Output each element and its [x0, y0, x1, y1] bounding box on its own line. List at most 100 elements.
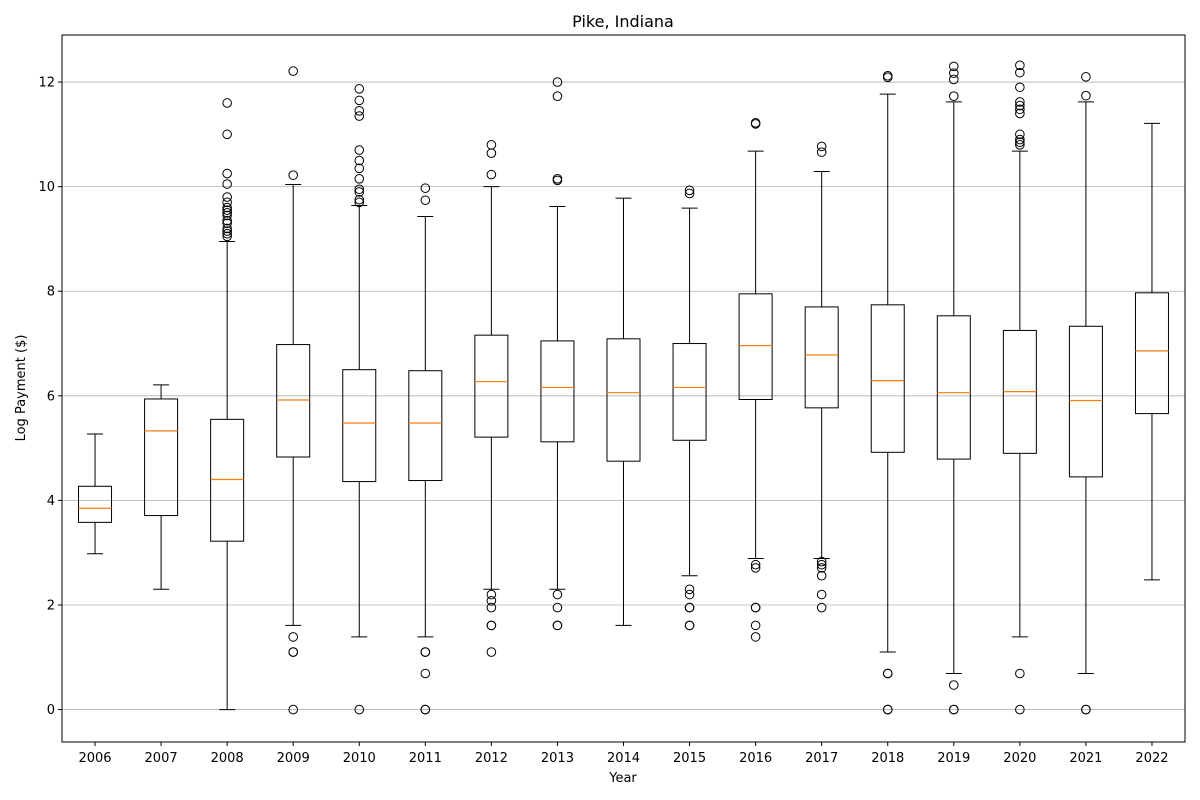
iqr-box	[210, 418, 245, 542]
y-axis-ticks: 0 2 4 6 8 10 12	[38, 76, 62, 718]
x-tick-label: 2009	[277, 751, 310, 766]
outlier-point	[486, 596, 497, 606]
outlier-point	[222, 215, 232, 226]
box-2006	[78, 433, 113, 555]
outlier-point	[552, 91, 563, 101]
box-2013	[540, 77, 575, 631]
iqr-box	[408, 370, 443, 482]
outlier-point	[486, 148, 497, 158]
outlier-point	[1015, 97, 1025, 107]
outlier-point	[354, 163, 365, 174]
outlier-point	[222, 207, 232, 218]
box-2016	[738, 118, 773, 642]
outlier-point	[684, 589, 695, 600]
outlier-point	[420, 183, 431, 194]
chart-title: Pike, Indiana	[572, 12, 674, 31]
iqr-box	[342, 369, 377, 483]
outlier-point	[354, 145, 365, 155]
iqr-box	[474, 334, 509, 438]
x-tick-label: 2008	[211, 751, 244, 766]
box-2019	[936, 61, 971, 715]
x-tick-label: 2018	[871, 751, 904, 766]
y-tick-label: 8	[47, 285, 55, 300]
x-tick-label: 2012	[475, 751, 508, 766]
outlier-point	[684, 620, 695, 631]
box-2009	[276, 66, 311, 715]
outlier-point	[354, 187, 365, 197]
x-tick-label: 2014	[607, 751, 640, 766]
outlier-point	[354, 95, 365, 106]
outlier-point	[1081, 72, 1091, 82]
outlier-point	[354, 155, 365, 166]
outlier-point	[948, 680, 959, 690]
outlier-point	[684, 602, 695, 613]
iqr-box	[936, 315, 971, 460]
outlier-point	[222, 129, 232, 140]
outlier-point	[948, 68, 959, 78]
y-tick-label: 10	[38, 180, 55, 195]
outlier-point	[354, 197, 365, 208]
box-2007	[144, 384, 179, 590]
outlier-point	[1015, 137, 1025, 148]
x-tick-label: 2015	[673, 751, 706, 766]
outlier-point	[684, 185, 695, 196]
outlier-point	[288, 170, 299, 180]
outlier-point	[948, 91, 959, 101]
outlier-point	[486, 169, 497, 180]
box-2015	[672, 185, 707, 631]
outlier-point	[222, 197, 232, 208]
outlier-point	[816, 147, 827, 157]
outlier-point	[354, 106, 365, 116]
outlier-point	[1081, 90, 1091, 101]
box-2014	[606, 197, 641, 626]
outlier-point	[1015, 668, 1025, 679]
box-2008	[210, 98, 245, 711]
outlier-point	[948, 704, 959, 715]
iqr-box	[1068, 325, 1103, 478]
outlier-point	[552, 77, 563, 87]
outlier-point	[1015, 704, 1025, 715]
x-tick-label: 2006	[78, 751, 111, 766]
y-axis-label: Log Payment ($)	[14, 335, 29, 442]
outlier-point	[750, 118, 761, 128]
box-2020	[1002, 60, 1037, 715]
x-tick-label: 2016	[739, 751, 772, 766]
outlier-point	[222, 202, 232, 213]
x-tick-label: 2020	[1003, 751, 1036, 766]
x-tick-label: 2013	[541, 751, 574, 766]
outlier-point	[486, 589, 497, 600]
x-tick-label: 2017	[805, 751, 838, 766]
outlier-point	[552, 620, 563, 631]
outlier-point	[222, 231, 232, 242]
outlier-point	[222, 168, 232, 179]
iqr-box	[276, 344, 311, 458]
outlier-point	[816, 563, 827, 573]
iqr-box	[78, 485, 113, 523]
box-2017	[804, 141, 839, 613]
outlier-point	[552, 589, 563, 600]
outlier-point	[1015, 82, 1025, 93]
outlier-point	[882, 704, 893, 715]
outlier-point	[816, 556, 827, 567]
outlier-point	[222, 192, 232, 202]
outlier-point	[222, 228, 232, 239]
iqr-box	[870, 304, 905, 453]
outlier-point	[1015, 140, 1025, 150]
outlier-point	[354, 174, 365, 184]
outlier-point	[882, 70, 893, 81]
outlier-point	[1015, 104, 1025, 115]
outlier-point	[288, 66, 299, 76]
outlier-point	[288, 647, 299, 657]
x-tick-label: 2021	[1069, 751, 1102, 766]
outlier-point	[222, 218, 232, 229]
outlier-point	[288, 632, 299, 642]
iqr-box	[144, 398, 179, 517]
iqr-box	[804, 306, 839, 409]
outlier-point	[816, 589, 827, 600]
outlier-point	[222, 223, 232, 234]
y-tick-label: 0	[47, 703, 55, 718]
outlier-point	[222, 210, 232, 221]
iqr-box	[672, 343, 707, 441]
outlier-point	[222, 205, 232, 215]
